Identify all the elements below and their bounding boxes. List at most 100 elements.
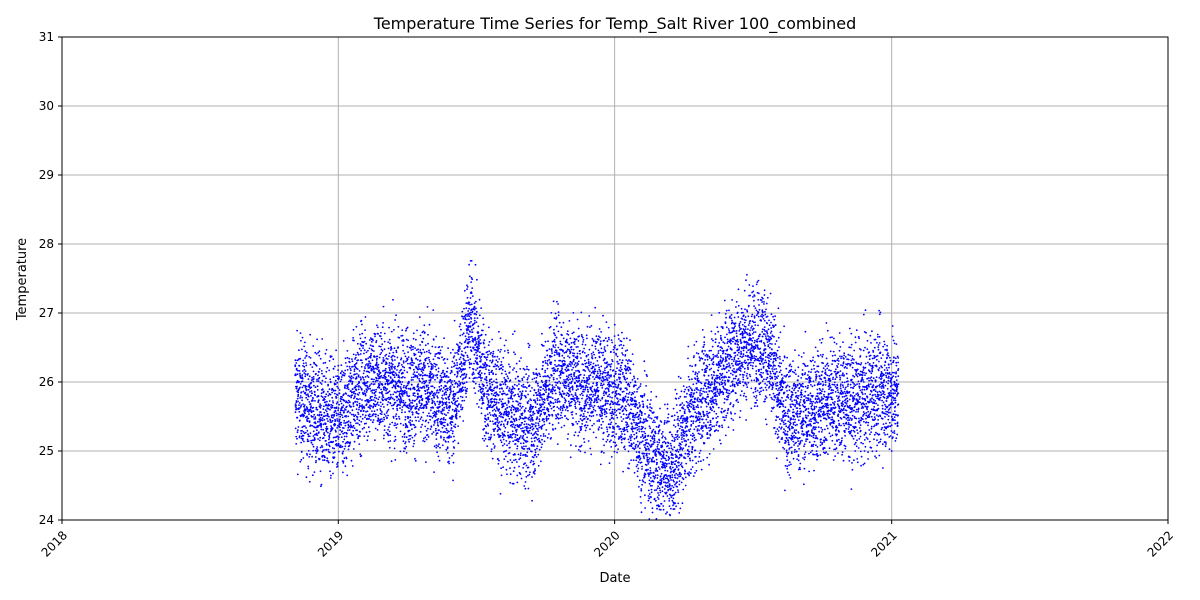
- data-point: [381, 349, 384, 352]
- data-point: [548, 433, 550, 435]
- data-point: [363, 379, 365, 381]
- data-point: [358, 333, 361, 336]
- data-point: [432, 358, 435, 361]
- data-point: [312, 410, 315, 413]
- data-point: [412, 348, 414, 351]
- data-point: [396, 423, 399, 425]
- data-point: [576, 422, 579, 425]
- data-point: [525, 423, 528, 425]
- data-point: [432, 374, 435, 377]
- data-point: [353, 440, 356, 443]
- data-point: [350, 369, 352, 372]
- data-point: [443, 380, 446, 383]
- data-point: [545, 429, 548, 431]
- data-point: [546, 362, 548, 365]
- data-point: [586, 337, 588, 340]
- data-point: [584, 410, 586, 413]
- data-point: [567, 409, 569, 412]
- data-point: [346, 365, 348, 368]
- data-point: [422, 419, 424, 422]
- data-point: [591, 385, 594, 388]
- data-point: [537, 434, 539, 436]
- data-point: [411, 436, 414, 439]
- data-point: [436, 451, 438, 454]
- data-point: [516, 400, 519, 403]
- data-point: [307, 435, 310, 438]
- data-point: [358, 370, 361, 372]
- data-point: [517, 410, 520, 412]
- data-point: [414, 399, 417, 402]
- data-point: [368, 385, 371, 388]
- data-point: [344, 369, 347, 372]
- data-point: [557, 413, 560, 416]
- data-point: [546, 399, 549, 401]
- data-point: [494, 403, 497, 406]
- data-point: [500, 367, 503, 370]
- data-point: [474, 336, 477, 339]
- data-point: [461, 396, 464, 399]
- data-point: [439, 380, 442, 383]
- data-point: [480, 307, 482, 309]
- data-point: [339, 429, 341, 431]
- data-point: [536, 428, 539, 430]
- data-point: [316, 408, 319, 411]
- data-point: [314, 400, 316, 402]
- data-point: [395, 373, 398, 376]
- data-point: [304, 373, 307, 376]
- data-point: [532, 414, 534, 416]
- data-point: [535, 430, 537, 433]
- data-point: [516, 474, 519, 477]
- data-point: [329, 470, 331, 473]
- data-point: [610, 339, 613, 341]
- data-point: [390, 377, 392, 379]
- data-point: [390, 347, 393, 350]
- data-point: [574, 362, 577, 364]
- data-point: [519, 409, 521, 411]
- data-point: [443, 337, 445, 340]
- data-point: [607, 373, 609, 376]
- data-point: [458, 403, 460, 405]
- data-point: [517, 375, 520, 378]
- data-point: [553, 338, 556, 341]
- data-point: [323, 434, 326, 437]
- data-point: [369, 365, 372, 368]
- data-point: [393, 376, 396, 379]
- data-point: [452, 348, 454, 351]
- data-point: [619, 373, 622, 376]
- data-point: [411, 359, 413, 362]
- data-point: [514, 433, 517, 436]
- data-point: [447, 376, 450, 378]
- data-point: [327, 394, 330, 397]
- data-point: [317, 395, 320, 398]
- data-point: [540, 406, 543, 408]
- data-point: [415, 407, 418, 410]
- data-point: [592, 395, 594, 398]
- data-point: [392, 298, 394, 301]
- data-point: [464, 322, 466, 324]
- data-point: [323, 415, 326, 417]
- data-point: [509, 446, 511, 449]
- data-point: [532, 410, 535, 413]
- data-point: [382, 376, 385, 379]
- data-point: [309, 424, 312, 427]
- data-point: [336, 435, 339, 438]
- data-point: [327, 442, 330, 444]
- data-point: [412, 346, 415, 348]
- data-point: [554, 398, 557, 401]
- data-point: [399, 422, 402, 425]
- data-point: [330, 403, 333, 406]
- data-point: [440, 388, 443, 390]
- data-point: [368, 360, 371, 363]
- data-point: [357, 353, 360, 356]
- data-point: [609, 406, 612, 409]
- data-point: [385, 389, 387, 392]
- data-point: [438, 346, 441, 348]
- data-point: [487, 401, 490, 404]
- data-point: [443, 436, 445, 439]
- data-point: [391, 386, 394, 389]
- data-point: [496, 385, 499, 388]
- data-point: [320, 485, 322, 488]
- data-point: [481, 437, 484, 440]
- data-point: [463, 289, 466, 292]
- data-point: [400, 387, 402, 390]
